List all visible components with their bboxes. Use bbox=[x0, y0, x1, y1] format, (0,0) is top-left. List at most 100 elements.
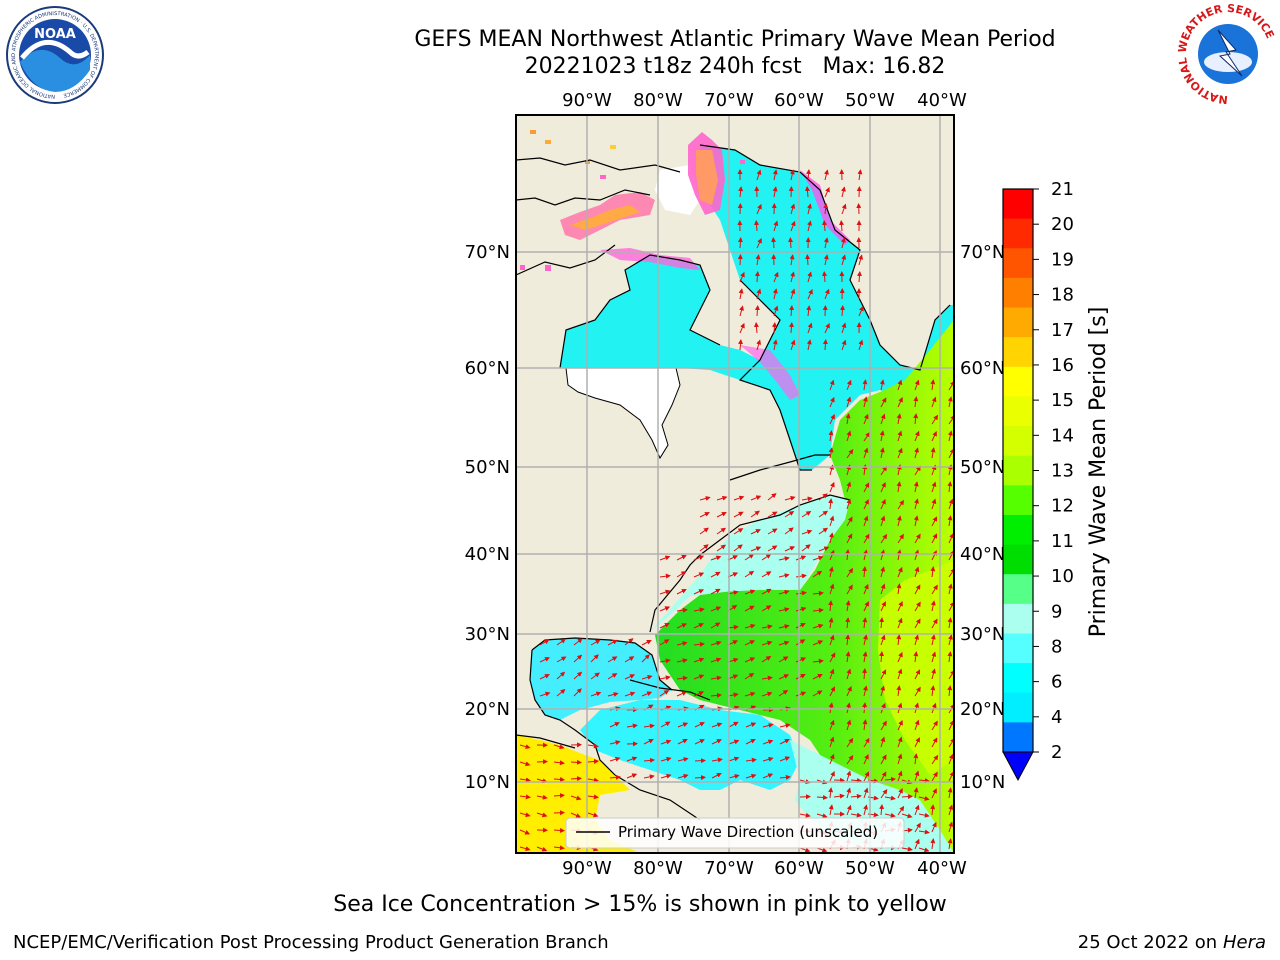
wave-vector bbox=[846, 770, 852, 782]
lon-label: 90°W bbox=[562, 858, 612, 879]
wave-vector bbox=[641, 639, 652, 646]
wave-vector bbox=[914, 770, 920, 782]
wave-vector bbox=[947, 583, 953, 595]
map-legend: Primary Wave Direction (unscaled) bbox=[565, 817, 905, 849]
lat-label: 30°N bbox=[465, 624, 510, 645]
wave-vector bbox=[778, 689, 789, 697]
wave-vector bbox=[587, 758, 599, 764]
colorbar-tick-label: 19 bbox=[1051, 249, 1074, 270]
wave-vector bbox=[728, 774, 740, 779]
wave-vector bbox=[539, 691, 551, 697]
wave-vector bbox=[587, 743, 599, 749]
wave-vector bbox=[790, 339, 796, 351]
wave-vector bbox=[660, 756, 672, 762]
wave-vector bbox=[772, 339, 778, 351]
wave-vector bbox=[519, 777, 531, 783]
noaa-logo: NOAA NATIONAL OCEANIC AND ATMOSPHERIC AD… bbox=[6, 6, 104, 104]
wave-vector bbox=[677, 722, 689, 728]
map-area: Primary Wave Direction (unscaled) bbox=[516, 115, 954, 853]
wave-vector bbox=[880, 634, 886, 646]
us-coast-lightcyan bbox=[650, 495, 850, 632]
wave-vector bbox=[573, 688, 582, 697]
wave-vector bbox=[536, 846, 548, 852]
wave-vector bbox=[896, 634, 902, 646]
wave-vector bbox=[676, 607, 688, 613]
lat-label: 70°N bbox=[465, 242, 510, 263]
wave-vector bbox=[553, 827, 565, 833]
wave-vector bbox=[812, 555, 824, 561]
colorbar-segment bbox=[1003, 366, 1033, 397]
wave-vector bbox=[884, 776, 896, 782]
wave-vector bbox=[857, 169, 863, 181]
wave-vector bbox=[806, 305, 812, 317]
wave-vector bbox=[590, 691, 602, 697]
wave-vector bbox=[556, 671, 566, 680]
colorbar-segment bbox=[1003, 633, 1033, 664]
wave-vector bbox=[795, 606, 807, 612]
wave-vector bbox=[913, 787, 919, 799]
wave-vector bbox=[896, 685, 902, 697]
wave-vector bbox=[884, 795, 896, 801]
colorbar-segment bbox=[1003, 248, 1033, 279]
wave-vector bbox=[913, 651, 919, 663]
wave-vector bbox=[948, 448, 954, 459]
wave-vector bbox=[822, 271, 828, 283]
wave-vector bbox=[897, 533, 904, 544]
wave-vector bbox=[659, 658, 671, 664]
wave-vector bbox=[858, 254, 864, 266]
wave-vector bbox=[828, 600, 834, 612]
wave-vector bbox=[918, 847, 930, 853]
wave-vector bbox=[693, 623, 704, 629]
wave-vector bbox=[693, 641, 705, 647]
wave-vector bbox=[660, 721, 671, 728]
wave-vector bbox=[863, 413, 869, 425]
wave-vector bbox=[807, 322, 813, 334]
wave-vector bbox=[626, 723, 638, 729]
lon-label: 50°W bbox=[845, 858, 895, 879]
wave-vector bbox=[947, 685, 953, 697]
wave-vector bbox=[930, 600, 936, 612]
wave-vector bbox=[744, 623, 756, 629]
wave-vector bbox=[677, 738, 688, 745]
wave-vector bbox=[804, 186, 810, 198]
wave-vector bbox=[790, 220, 796, 232]
wave-vector bbox=[744, 605, 755, 612]
wave-vector bbox=[879, 447, 885, 459]
wave-vector bbox=[801, 511, 812, 518]
wave-vector bbox=[822, 220, 828, 232]
wave-vector bbox=[947, 651, 953, 663]
wave-vector bbox=[694, 739, 705, 745]
wave-vector bbox=[931, 396, 937, 408]
wave-vector bbox=[897, 668, 903, 680]
wave-vector bbox=[761, 675, 773, 681]
wave-vector bbox=[846, 516, 853, 527]
wave-vector bbox=[901, 813, 913, 819]
lon-label: 40°W bbox=[917, 90, 967, 111]
lat-label: 20°N bbox=[465, 699, 510, 720]
wave-vector bbox=[762, 773, 774, 779]
wave-vector bbox=[807, 203, 812, 215]
wave-vector bbox=[850, 812, 862, 818]
wave-vector bbox=[812, 623, 824, 629]
wave-vector bbox=[694, 758, 706, 764]
wave-vector bbox=[694, 775, 706, 781]
colorbar-under-triangle bbox=[1002, 751, 1034, 782]
wave-vector bbox=[778, 573, 790, 579]
wave-vector bbox=[750, 546, 762, 552]
wave-vector bbox=[556, 656, 567, 663]
arctic-cyan-water bbox=[560, 145, 954, 470]
wave-vector bbox=[570, 795, 582, 801]
wave-vector bbox=[737, 254, 743, 266]
wave-vector bbox=[862, 685, 868, 697]
wave-vector bbox=[931, 550, 937, 561]
wave-vector bbox=[914, 498, 919, 510]
wave-vector bbox=[846, 379, 852, 391]
wave-vector bbox=[841, 322, 847, 334]
wave-vector bbox=[761, 691, 773, 697]
wave-vector bbox=[897, 651, 903, 663]
wave-vector bbox=[833, 793, 845, 799]
wave-vector bbox=[823, 203, 829, 215]
wave-vector bbox=[816, 813, 828, 819]
wave-vector bbox=[711, 773, 722, 779]
